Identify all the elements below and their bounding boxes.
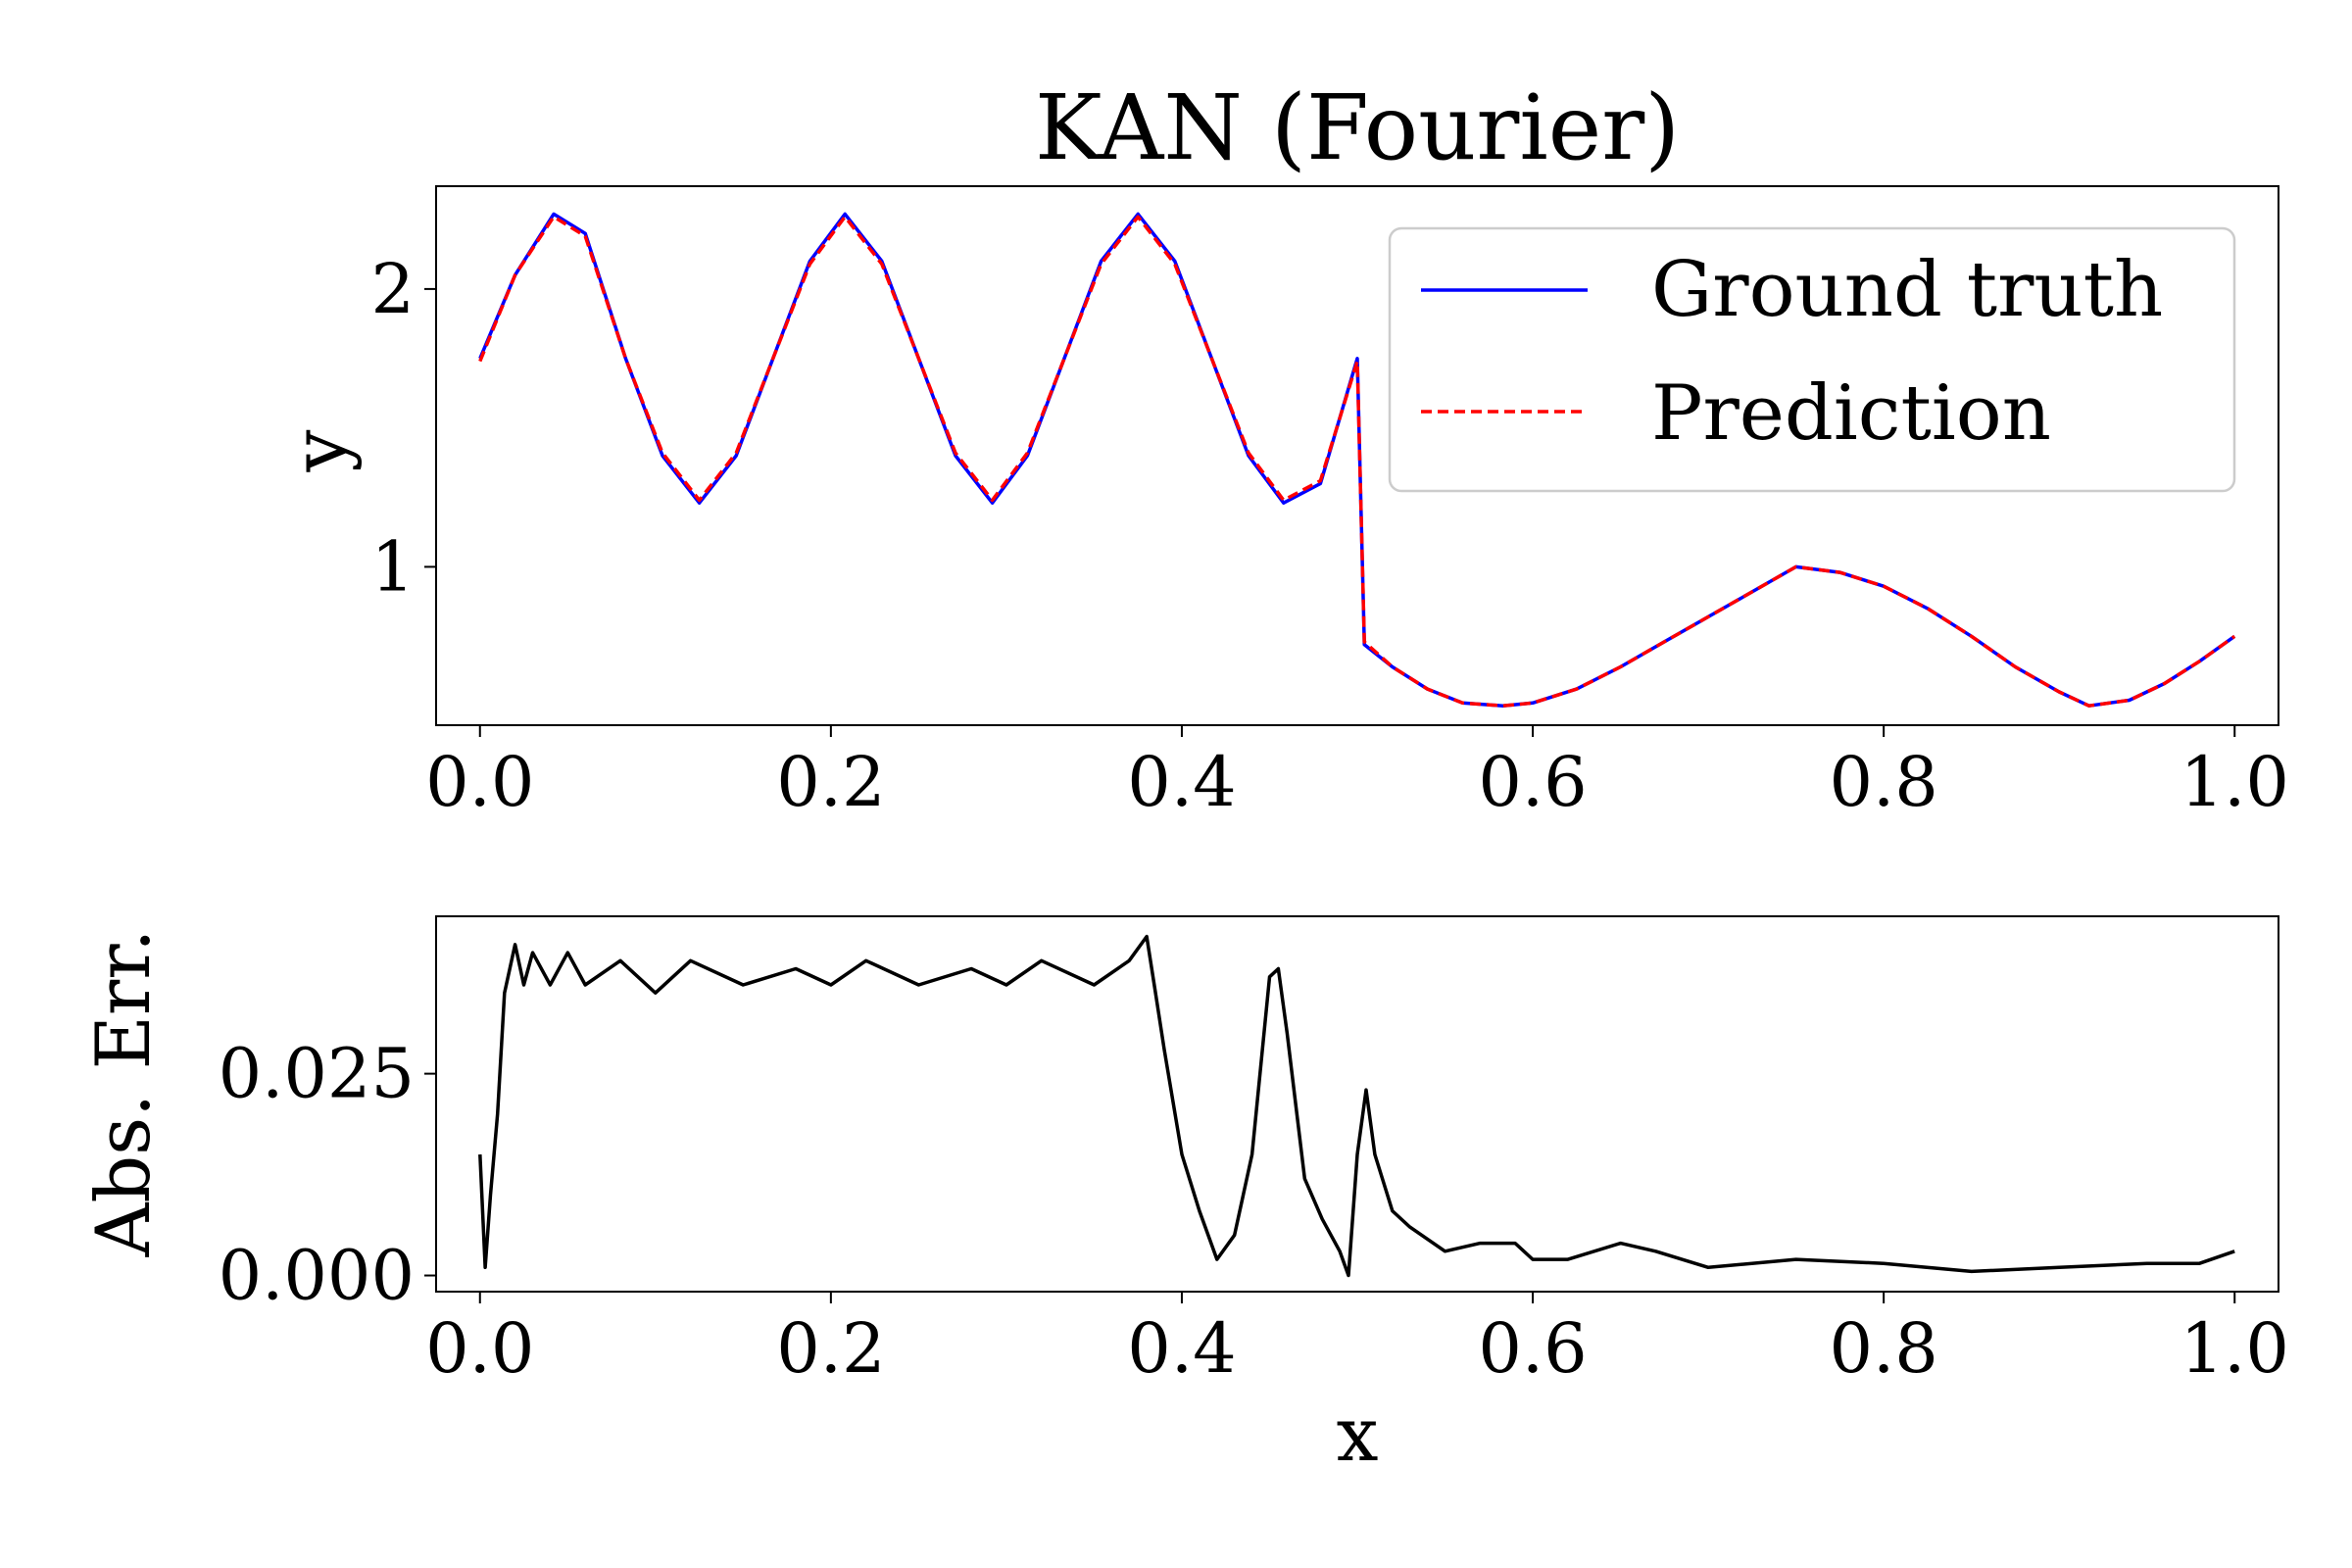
top-x-tick-label: 0.2 <box>776 742 885 822</box>
top-x-tick-label: 1.0 <box>2180 742 2289 822</box>
top-x-tick-label: 0.0 <box>425 742 534 822</box>
bottom-x-tick-label: 0.6 <box>1478 1308 1587 1389</box>
bottom-y-tick-label: 0.025 <box>219 1034 415 1114</box>
top-series-prediction-line <box>478 215 2236 708</box>
top-y-tick-label: 1 <box>370 526 415 607</box>
top-plot-frame <box>435 185 2279 726</box>
bottom-series-0-line <box>478 934 2235 1278</box>
top-y-axis-label: y <box>275 429 363 472</box>
bottom-axes: 0.0 0.2 0.4 0.6 0.8 1.0 0.000 0.025 <box>219 915 2289 1389</box>
bottom-plot-frame <box>435 915 2279 1293</box>
bottom-x-tick-label: 0.4 <box>1127 1308 1236 1389</box>
bottom-x-tick-label: 0.8 <box>1829 1308 1937 1389</box>
bottom-x-tick-label: 0.0 <box>425 1308 534 1389</box>
legend-prediction-label: Prediction <box>1651 369 2051 458</box>
bottom-y-tick-label: 0.000 <box>219 1236 415 1316</box>
top-axes: 0.0 0.2 0.4 0.6 0.8 1.0 1 2 <box>370 185 2289 822</box>
legend: Ground truth Prediction <box>1388 226 2236 493</box>
bottom-y-axis-label: Abs. Err. <box>79 929 167 1258</box>
top-x-tick-label: 0.4 <box>1127 742 1236 822</box>
legend-ground-truth-label: Ground truth <box>1651 246 2163 334</box>
legend-box <box>1388 226 2236 493</box>
top-x-tick-label: 0.6 <box>1478 742 1587 822</box>
bottom-x-tick-label: 0.2 <box>776 1308 885 1389</box>
bottom-x-tick-label: 1.0 <box>2180 1308 2289 1389</box>
top-chart-title: KAN (Fourier) <box>1035 75 1680 180</box>
top-x-tick-label: 0.8 <box>1829 742 1937 822</box>
top-y-tick-label: 2 <box>370 249 415 329</box>
bottom-x-axis-label: x <box>1337 1391 1379 1478</box>
